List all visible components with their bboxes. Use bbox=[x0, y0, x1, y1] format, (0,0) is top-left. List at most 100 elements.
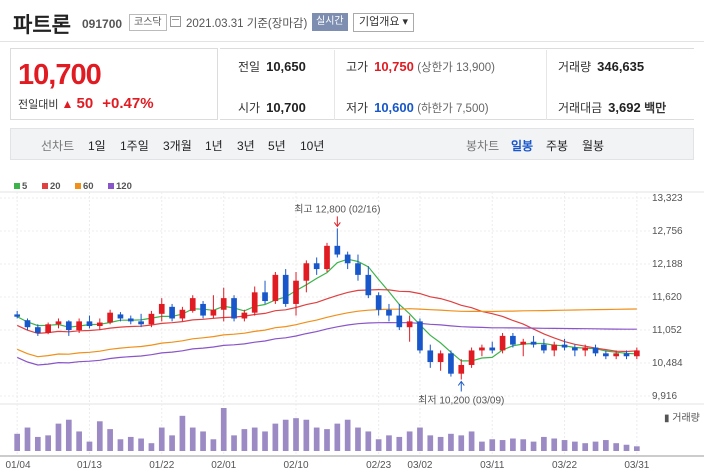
candle-body bbox=[375, 295, 382, 310]
company-overview-dropdown[interactable]: 기업개요 ▾ bbox=[353, 13, 415, 32]
x-tick-label: 02/01 bbox=[211, 460, 236, 471]
candle-body bbox=[406, 321, 413, 328]
volume-bar bbox=[262, 431, 268, 451]
volume-bar bbox=[468, 431, 475, 451]
volume-bar bbox=[117, 439, 124, 451]
y-tick-label: 11,052 bbox=[652, 325, 682, 336]
volume-bar bbox=[510, 438, 516, 451]
volume-bar bbox=[541, 436, 547, 451]
x-tick-label: 01/04 bbox=[5, 460, 30, 471]
candle-body bbox=[334, 245, 341, 255]
candle-body bbox=[200, 303, 206, 316]
candle-body bbox=[189, 298, 196, 311]
stock-name: 파트론 bbox=[13, 14, 71, 37]
volume-bar bbox=[427, 435, 434, 451]
period-5y[interactable]: 5년 bbox=[268, 139, 286, 153]
candle-body bbox=[458, 364, 465, 374]
volume-bar bbox=[282, 419, 289, 451]
candle-body bbox=[272, 274, 279, 302]
ma60-line bbox=[16, 308, 637, 358]
legend-ma120: 120 bbox=[108, 181, 132, 192]
volume-bar bbox=[55, 423, 62, 451]
candle-body bbox=[603, 353, 609, 357]
volume-bar bbox=[158, 427, 165, 451]
y-tick-label: 12,756 bbox=[652, 226, 683, 237]
period-10y[interactable]: 10년 bbox=[300, 139, 325, 153]
candle-body bbox=[241, 312, 248, 319]
period-3m[interactable]: 3개월 bbox=[163, 139, 192, 153]
realtime-button[interactable]: 실시간 bbox=[312, 13, 348, 31]
period-1y[interactable]: 1년 bbox=[205, 139, 223, 153]
volume-bar bbox=[623, 444, 630, 451]
trade-amount: 거래대금 3,692 백만 bbox=[558, 100, 667, 115]
volume-bar bbox=[499, 440, 506, 451]
market-badge: 코스닥 bbox=[129, 14, 167, 31]
change-label: 전일대비 bbox=[18, 99, 59, 111]
volume-bar bbox=[272, 423, 279, 451]
legend-ma20: 20 bbox=[42, 181, 61, 192]
x-tick-label: 01/22 bbox=[149, 460, 174, 471]
volume-bar bbox=[169, 435, 175, 451]
volume-bar bbox=[231, 435, 237, 451]
price-change: 전일대비 ▲ 50 +0.47% bbox=[18, 95, 154, 112]
candle-body bbox=[14, 314, 21, 317]
period-1d[interactable]: 1일 bbox=[88, 139, 106, 153]
volume: 거래량 346,635 bbox=[558, 59, 645, 74]
volume-bar bbox=[355, 427, 361, 451]
candle-body bbox=[210, 309, 217, 316]
volume-bar bbox=[417, 427, 423, 451]
legend-ma5: 5 bbox=[14, 181, 27, 192]
candle-body bbox=[592, 347, 599, 354]
line-chart-label: 선차트 bbox=[41, 139, 75, 153]
candle-body bbox=[448, 353, 454, 374]
volume-bar bbox=[572, 441, 578, 451]
volume-bar bbox=[437, 436, 444, 451]
period-1w[interactable]: 1주일 bbox=[120, 139, 149, 153]
y-tick-label: 10,484 bbox=[652, 358, 683, 369]
candle-body bbox=[220, 298, 227, 310]
candle-body bbox=[437, 353, 444, 363]
candle-daily[interactable]: 일봉 bbox=[511, 139, 534, 153]
y-tick-label: 12,188 bbox=[652, 259, 683, 270]
candle-body bbox=[324, 245, 330, 270]
candlestick-chart[interactable]: 13,323 12,756 12,188 11,620 11,052 10,484 9,91… bbox=[0, 172, 704, 475]
low-price: 저가 10,600 (하한가 7,500) bbox=[346, 100, 489, 115]
candle-weekly[interactable]: 주봉 bbox=[546, 139, 569, 153]
up-triangle-icon: ▲ bbox=[61, 97, 74, 111]
volume-bar bbox=[45, 435, 51, 451]
candle-monthly[interactable]: 월봉 bbox=[582, 139, 605, 153]
volume-bar bbox=[448, 433, 454, 451]
stock-code: 091700 bbox=[82, 17, 123, 31]
candle-body bbox=[107, 312, 113, 323]
volume-bar bbox=[582, 443, 589, 451]
low-annotation: 최저 10,200 (03/09) bbox=[418, 394, 504, 406]
candle-body bbox=[282, 274, 289, 304]
volume-bar bbox=[293, 418, 299, 451]
period-3y[interactable]: 3년 bbox=[237, 139, 255, 153]
date-text: 2021.03.31 기준(장마감) bbox=[186, 18, 308, 30]
candle-body bbox=[582, 347, 589, 351]
candle-body bbox=[613, 353, 620, 357]
y-tick-label: 13,323 bbox=[652, 193, 683, 204]
current-price: 10,700 bbox=[18, 59, 102, 91]
candle-body bbox=[313, 263, 320, 270]
change-percent: +0.47% bbox=[102, 95, 154, 112]
candle-body bbox=[86, 321, 93, 327]
candle-body bbox=[530, 341, 537, 345]
volume-bar bbox=[603, 440, 609, 451]
x-tick-label: 03/22 bbox=[552, 460, 577, 471]
stock-header: 파트론 091700 코스닥 2021.03.31 기준(장마감) 실시간 기업… bbox=[0, 0, 704, 42]
x-tick-label: 03/02 bbox=[407, 460, 432, 471]
candle-body bbox=[65, 321, 72, 331]
candle-body bbox=[96, 322, 103, 327]
volume-bar bbox=[613, 443, 620, 451]
volume-bar bbox=[127, 436, 134, 451]
candle-body bbox=[633, 350, 640, 357]
candle-body bbox=[127, 318, 134, 322]
volume-bar bbox=[179, 415, 186, 451]
candle-body bbox=[396, 315, 403, 328]
candle-body bbox=[55, 321, 62, 325]
volume-bar bbox=[65, 419, 72, 451]
candle-body bbox=[386, 309, 392, 316]
candle-body bbox=[541, 344, 547, 351]
